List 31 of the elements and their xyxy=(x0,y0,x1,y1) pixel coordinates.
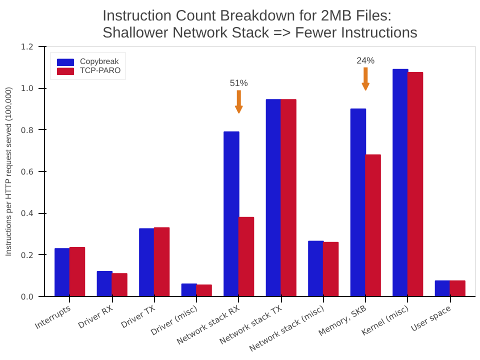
bar xyxy=(350,108,366,296)
chart-title: Instruction Count Breakdown for 2MB Files: Shallower Network Stack => Fewer Instructions xyxy=(102,8,418,42)
bar xyxy=(450,280,466,296)
bar xyxy=(238,216,254,296)
y-tick-label: 1.2 xyxy=(20,42,34,52)
legend-label: Copybreak xyxy=(80,57,119,66)
y-tick-label: 1.0 xyxy=(20,84,34,94)
bar xyxy=(224,131,240,296)
legend-label: TCP-PARO xyxy=(80,66,121,75)
bar xyxy=(154,227,170,296)
y-tick-label: 0.2 xyxy=(20,250,34,260)
y-tick-label: 0.8 xyxy=(20,126,34,135)
y-axis-title: Instructions per HTTP request served (100,000) xyxy=(4,86,13,256)
y-tick-label: 0.6 xyxy=(20,168,34,176)
y-tick-label: 0.4 xyxy=(20,209,34,218)
bar xyxy=(308,240,324,296)
bar xyxy=(196,284,212,296)
bar xyxy=(280,99,296,296)
bar xyxy=(365,154,381,296)
bar xyxy=(112,273,128,296)
y-tick-label: 0.0 xyxy=(20,292,34,302)
bar xyxy=(407,72,424,296)
bar xyxy=(322,242,339,296)
bar xyxy=(266,99,282,296)
bar xyxy=(96,271,113,296)
bar xyxy=(392,68,408,296)
bar xyxy=(69,247,86,296)
annotation: 51% xyxy=(230,78,248,88)
bar xyxy=(139,228,155,296)
annotation: 24% xyxy=(356,55,375,66)
bar xyxy=(54,248,70,296)
